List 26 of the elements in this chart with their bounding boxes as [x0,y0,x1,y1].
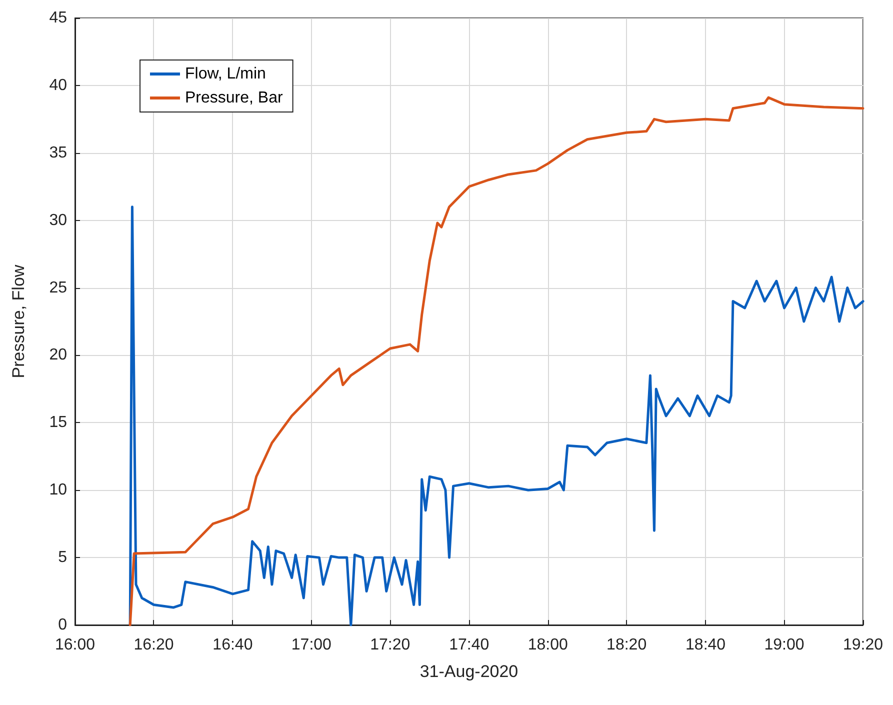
y-tick-label: 30 [49,212,68,229]
x-tick-label: 17:40 [449,636,490,654]
x-tick-label: 16:00 [54,636,96,654]
y-tick-label: 15 [49,414,68,432]
line-series [128,206,864,626]
x-axis-title: 31-Aug-2020 [420,662,518,681]
y-tick-label: 10 [49,482,68,499]
x-tick-label: 17:20 [370,636,410,654]
y-axis-title: Pressure, Flow [9,264,28,378]
legend-label: Flow, L/min [185,66,266,82]
x-tick-label: 18:00 [528,636,568,654]
y-tick-label: 25 [49,279,68,296]
y-tick-label: 40 [49,76,68,94]
y-tick-label: 0 [58,616,68,634]
x-tick-label: 18:20 [606,636,647,654]
x-tick-label: 18:40 [686,636,726,654]
y-tick-label: 45 [49,10,68,26]
y-tick-label: 5 [58,549,68,566]
x-tick-label: 19:00 [764,636,804,654]
x-tick-label: 19:20 [842,636,884,654]
x-tick-label: 17:00 [291,636,332,654]
y-tick-label: 20 [49,346,68,364]
y-tick-label: 35 [49,144,68,162]
legend-label: Pressure, Bar [185,90,284,106]
x-tick-label: 16:40 [212,636,253,654]
x-tick-label: 16:20 [134,636,174,654]
